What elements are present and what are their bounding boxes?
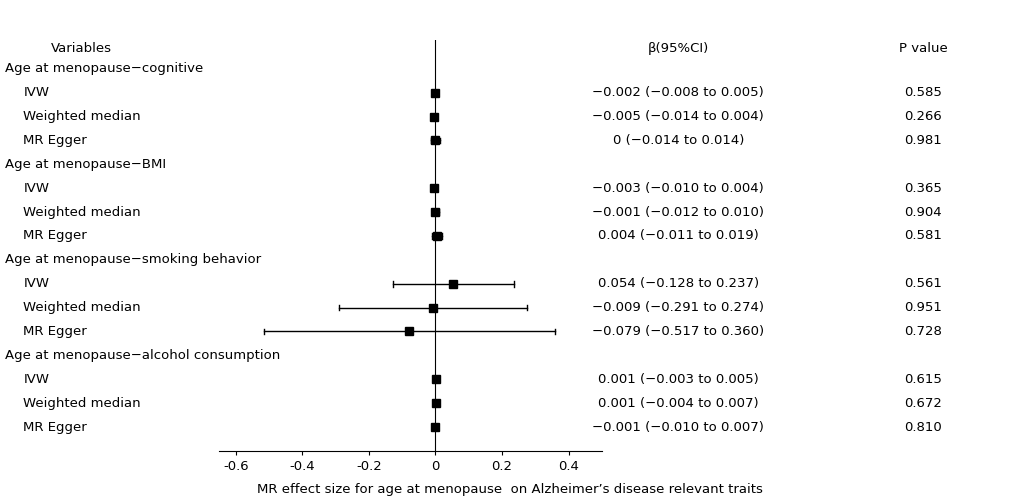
Text: MR Egger: MR Egger	[23, 420, 88, 433]
Text: 0.672: 0.672	[903, 397, 942, 410]
Text: 0 (−0.014 to 0.014): 0 (−0.014 to 0.014)	[612, 134, 743, 147]
Text: 0.365: 0.365	[903, 182, 942, 195]
Text: −0.009 (−0.291 to 0.274): −0.009 (−0.291 to 0.274)	[592, 301, 763, 314]
Text: 0.810: 0.810	[903, 420, 942, 433]
Text: MR Egger: MR Egger	[23, 229, 88, 242]
Text: −0.001 (−0.012 to 0.010): −0.001 (−0.012 to 0.010)	[592, 205, 763, 218]
Text: 0.728: 0.728	[903, 325, 942, 338]
Text: −0.005 (−0.014 to 0.004): −0.005 (−0.014 to 0.004)	[592, 110, 763, 123]
Text: 0.581: 0.581	[903, 229, 942, 242]
Text: P value: P value	[898, 42, 947, 55]
Text: Weighted median: Weighted median	[23, 397, 141, 410]
Text: 0.615: 0.615	[903, 373, 942, 386]
Text: 0.904: 0.904	[904, 205, 941, 218]
Text: Weighted median: Weighted median	[23, 110, 141, 123]
Text: 0.561: 0.561	[903, 277, 942, 290]
Text: −0.079 (−0.517 to 0.360): −0.079 (−0.517 to 0.360)	[592, 325, 763, 338]
Text: β(95%CI): β(95%CI)	[647, 42, 708, 55]
Text: IVW: IVW	[23, 86, 49, 99]
Text: 0.001 (−0.004 to 0.007): 0.001 (−0.004 to 0.007)	[597, 397, 758, 410]
Text: 0.585: 0.585	[903, 86, 942, 99]
Text: Age at menopause−BMI: Age at menopause−BMI	[5, 158, 166, 171]
Text: 0.054 (−0.128 to 0.237): 0.054 (−0.128 to 0.237)	[597, 277, 758, 290]
Text: Age at menopause−alcohol consumption: Age at menopause−alcohol consumption	[5, 349, 280, 362]
Text: IVW: IVW	[23, 373, 49, 386]
Text: −0.003 (−0.010 to 0.004): −0.003 (−0.010 to 0.004)	[592, 182, 763, 195]
Text: IVW: IVW	[23, 277, 49, 290]
Text: 0.951: 0.951	[903, 301, 942, 314]
Text: Weighted median: Weighted median	[23, 205, 141, 218]
Text: Age at menopause−smoking behavior: Age at menopause−smoking behavior	[5, 254, 261, 267]
Text: 0.004 (−0.011 to 0.019): 0.004 (−0.011 to 0.019)	[597, 229, 758, 242]
Text: −0.001 (−0.010 to 0.007): −0.001 (−0.010 to 0.007)	[592, 420, 763, 433]
Text: IVW: IVW	[23, 182, 49, 195]
Text: 0.001 (−0.003 to 0.005): 0.001 (−0.003 to 0.005)	[597, 373, 758, 386]
Text: Weighted median: Weighted median	[23, 301, 141, 314]
Text: MR Egger: MR Egger	[23, 325, 88, 338]
Text: −0.002 (−0.008 to 0.005): −0.002 (−0.008 to 0.005)	[592, 86, 763, 99]
Text: 0.266: 0.266	[903, 110, 942, 123]
Text: MR Egger: MR Egger	[23, 134, 88, 147]
Text: Age at menopause−cognitive: Age at menopause−cognitive	[5, 62, 203, 75]
Text: 0.981: 0.981	[903, 134, 942, 147]
Text: Variables: Variables	[51, 42, 112, 55]
Text: MR effect size for age at menopause  on Alzheimer’s disease relevant traits: MR effect size for age at menopause on A…	[257, 483, 762, 496]
